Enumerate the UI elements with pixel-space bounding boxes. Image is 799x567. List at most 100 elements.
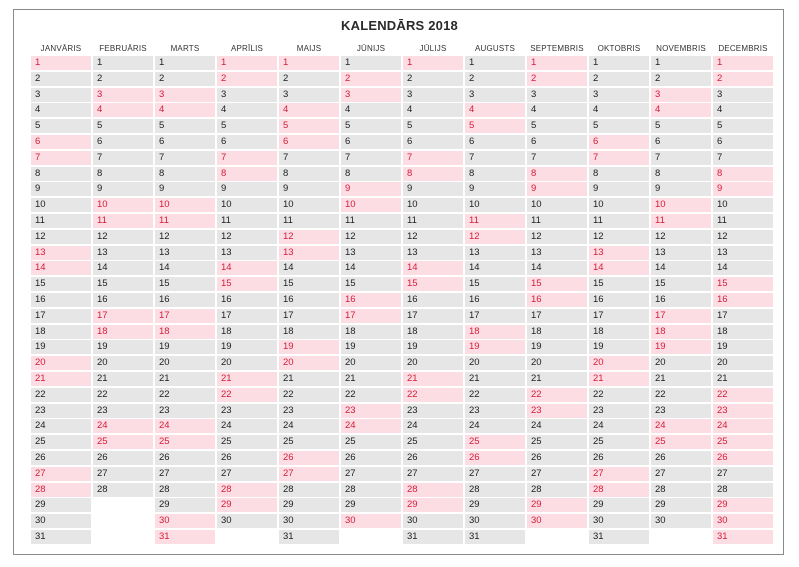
day-cell: 17: [589, 308, 649, 323]
day-cell: 18: [713, 324, 773, 339]
day-cell: 28: [155, 482, 215, 497]
day-cell-weekend: 25: [651, 435, 711, 450]
month-column: DECEMBRIS 1 2 3 4 5 6 7 8 9 10 11 12 13 14 15 16 17 18 19 20…: [713, 43, 773, 546]
day-cell: 24: [217, 419, 277, 434]
day-cell: 14: [713, 261, 773, 276]
day-cell: 17: [279, 308, 339, 323]
day-cell: 21: [651, 371, 711, 386]
day-cell: 22: [341, 387, 401, 402]
day-cell-weekend: 29: [403, 498, 463, 513]
day-cell: 30: [217, 514, 277, 529]
day-cell: 7: [279, 150, 339, 165]
day-cell: 12: [341, 229, 401, 244]
day-cell: 21: [465, 371, 525, 386]
day-cell: 27: [155, 466, 215, 481]
day-cell: 26: [589, 450, 649, 465]
day-cell: 13: [93, 245, 153, 260]
day-cell: 21: [341, 371, 401, 386]
day-cell: 9: [279, 182, 339, 197]
day-cell-weekend: 29: [527, 498, 587, 513]
day-cell-weekend: 23: [341, 403, 401, 418]
day-cell: 20: [155, 356, 215, 371]
day-cell: 2: [651, 71, 711, 86]
day-cell-weekend: 27: [589, 466, 649, 481]
day-cell: 25: [279, 435, 339, 450]
day-cell: 30: [403, 514, 463, 529]
day-cell: 5: [31, 119, 91, 134]
day-cell: 17: [713, 308, 773, 323]
day-cell-weekend: 16: [713, 292, 773, 307]
day-cell: 16: [217, 292, 277, 307]
day-cell: 27: [341, 466, 401, 481]
day-cell-weekend: 15: [217, 277, 277, 292]
day-cell-weekend: 20: [589, 356, 649, 371]
day-cell: 4: [713, 103, 773, 118]
day-cell-weekend: 19: [279, 340, 339, 355]
day-cell: 5: [651, 119, 711, 134]
month-column: AUGUSTS 1 2 3 4 5 6 7 8 9 10 11 12 13 14 15 16 17 18 19 20 21…: [465, 43, 525, 546]
day-cell: 18: [279, 324, 339, 339]
day-cell: 27: [93, 466, 153, 481]
day-cell: 10: [713, 198, 773, 213]
day-cell-weekend: 19: [651, 340, 711, 355]
day-cell: 11: [279, 213, 339, 228]
day-cell: 23: [589, 403, 649, 418]
day-cell: 17: [465, 308, 525, 323]
day-cell: 2: [155, 71, 215, 86]
day-cell: 30: [651, 514, 711, 529]
day-cell: 13: [155, 245, 215, 260]
day-cell: 28: [93, 482, 153, 497]
day-cell: 6: [465, 134, 525, 149]
day-cell: 26: [341, 450, 401, 465]
month-name: JŪLIJS: [419, 44, 447, 53]
day-cell-weekend: 12: [465, 229, 525, 244]
day-cell-weekend: 4: [155, 103, 215, 118]
day-cell: 6: [93, 134, 153, 149]
day-cell-weekend: 2: [527, 71, 587, 86]
day-cell: 24: [403, 419, 463, 434]
day-cell: 12: [93, 229, 153, 244]
day-cell-weekend: 10: [93, 198, 153, 213]
month-column: FEBRUĀRIS 1 2 3 4 5 6 7 8 9 10 11 12 13 14 15 16 17 18 19 20…: [93, 43, 153, 498]
day-cell-weekend: 23: [713, 403, 773, 418]
day-cell: 7: [465, 150, 525, 165]
day-cell: 10: [527, 198, 587, 213]
day-cell-weekend: 21: [31, 371, 91, 386]
month-column: MARTS 1 2 3 4 5 6 7 8 9 10 11 12 13 14 15 16 17 18 19 20 21 22…: [155, 43, 215, 546]
day-cell: 10: [279, 198, 339, 213]
day-cell-weekend: 13: [279, 245, 339, 260]
day-cell: 28: [341, 482, 401, 497]
day-cell-weekend: 7: [403, 150, 463, 165]
day-cell: 30: [589, 514, 649, 529]
day-cell: 12: [527, 229, 587, 244]
day-cell: 15: [651, 277, 711, 292]
day-cell-weekend: 18: [93, 324, 153, 339]
day-cell: 26: [403, 450, 463, 465]
day-cell: 1: [651, 56, 711, 70]
day-cell: 9: [217, 182, 277, 197]
day-cell-weekend: 27: [31, 466, 91, 481]
day-cell: 17: [403, 308, 463, 323]
day-cell: 9: [31, 182, 91, 197]
day-cell: 5: [155, 119, 215, 134]
day-cell: 19: [31, 340, 91, 355]
day-cell: 25: [341, 435, 401, 450]
day-cell: 14: [465, 261, 525, 276]
day-cell: 30: [31, 514, 91, 529]
day-cell: 14: [155, 261, 215, 276]
day-cell: 5: [589, 119, 649, 134]
day-cell: 16: [155, 292, 215, 307]
day-cell: 23: [31, 403, 91, 418]
day-cell: 19: [93, 340, 153, 355]
day-cell: 20: [341, 356, 401, 371]
day-cell: 6: [713, 134, 773, 149]
day-cell: 10: [465, 198, 525, 213]
day-cell: 15: [155, 277, 215, 292]
day-cell-weekend: 25: [465, 435, 525, 450]
day-cell: 15: [465, 277, 525, 292]
day-cell: 19: [713, 340, 773, 355]
day-cell-weekend: 26: [279, 450, 339, 465]
day-cell-weekend: 12: [279, 229, 339, 244]
day-cell: 11: [589, 213, 649, 228]
month-name: JANVĀRIS: [40, 44, 82, 53]
